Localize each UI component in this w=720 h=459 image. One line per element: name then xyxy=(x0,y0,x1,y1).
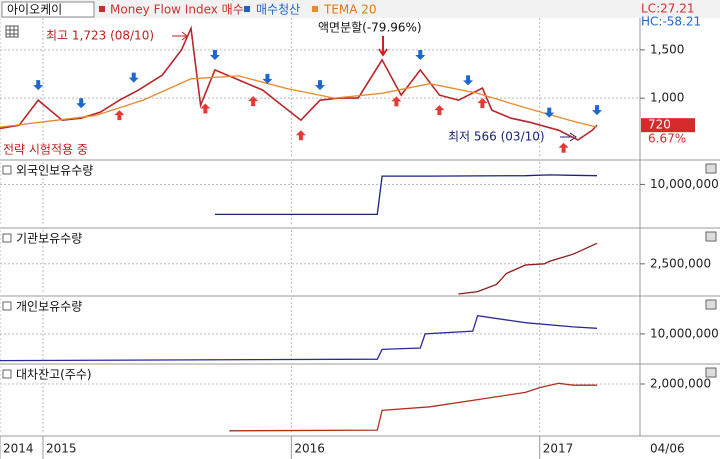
series-line xyxy=(214,174,598,216)
annotation-split: 액면분할(-79.96%) xyxy=(318,21,422,35)
legend-swatch xyxy=(244,6,250,12)
symbol-box[interactable] xyxy=(1,1,95,18)
y-tick-label: 10,000,000 xyxy=(650,177,719,191)
x-tick-label: 2016 xyxy=(294,442,325,456)
panel-close[interactable] xyxy=(705,299,717,310)
buy-signal xyxy=(558,142,569,153)
header-bar xyxy=(0,0,720,18)
buy-signal xyxy=(477,98,488,109)
y-tick-label: 2,000,000 xyxy=(650,377,711,391)
sell-signal xyxy=(415,49,426,60)
buy-signal xyxy=(200,103,211,114)
last-value-label: 720 xyxy=(648,118,671,132)
panel-close[interactable] xyxy=(705,163,717,174)
panel-close[interactable] xyxy=(705,367,717,378)
panel-icon xyxy=(2,233,12,243)
series-line xyxy=(229,382,597,432)
panel-title: 대차잔고(주수) xyxy=(16,368,92,382)
panel-title: 외국인보유수량 xyxy=(16,164,93,178)
buy-signal xyxy=(248,96,259,107)
sell-signal xyxy=(262,73,273,84)
panel-close[interactable] xyxy=(705,231,717,242)
y-tick-label: 1,000 xyxy=(650,91,684,105)
sell-signal xyxy=(76,98,87,109)
sell-signal xyxy=(315,80,325,91)
panel-icon xyxy=(2,301,12,311)
sell-signal xyxy=(463,75,474,86)
hc-label: HC:-58.21 xyxy=(641,15,701,29)
x-tick-label: 2017 xyxy=(543,442,574,456)
legend-sell: 매수청산 xyxy=(256,3,300,17)
x-tick-label: 2014 xyxy=(3,442,34,456)
panel-icon xyxy=(2,165,12,175)
annotation-arrow xyxy=(378,36,388,57)
last-change-label: 6.67% xyxy=(648,132,686,146)
panel-icon xyxy=(2,369,12,379)
annotation-high: 최고 1,723 (08/10) xyxy=(46,29,154,43)
buy-signal xyxy=(434,105,445,116)
settings-icon-grid xyxy=(6,26,18,37)
panel-title: 기관보유수량 xyxy=(16,232,82,246)
lc-label: LC:27.21 xyxy=(641,2,694,16)
symbol: 아이오케이 xyxy=(7,3,62,17)
last-value-box xyxy=(641,118,695,133)
series-line xyxy=(0,25,598,141)
y-tick-label: 10,000,000 xyxy=(650,326,719,340)
series-line xyxy=(0,75,598,128)
buy-signal xyxy=(295,130,306,141)
sell-signal xyxy=(592,105,603,116)
buy-signal xyxy=(114,110,125,121)
x-tick-label: 2015 xyxy=(46,442,77,456)
sell-signal xyxy=(209,49,220,60)
sell-signal xyxy=(128,72,139,83)
legend-buy: Money Flow Index 매수 xyxy=(110,3,244,17)
sell-signal xyxy=(544,107,555,118)
y-tick-label: 2,500,000 xyxy=(650,256,711,270)
series-line xyxy=(0,314,598,362)
settings-icon[interactable] xyxy=(5,25,19,38)
annotation-strategy: 전략 시험적용 중 xyxy=(3,143,88,157)
y-tick-label: 1,500 xyxy=(650,42,684,56)
sell-signal xyxy=(33,80,44,91)
series-line xyxy=(458,242,598,295)
annotation-low: 최저 566 (03/10) xyxy=(448,130,545,144)
legend-swatch xyxy=(99,6,105,12)
panel-title: 개인보유수량 xyxy=(16,300,82,314)
current-date: 04/06 xyxy=(650,442,685,456)
legend-swatch xyxy=(312,6,318,12)
buy-signal xyxy=(391,96,402,107)
legend-tema: TEMA 20 xyxy=(323,3,377,17)
